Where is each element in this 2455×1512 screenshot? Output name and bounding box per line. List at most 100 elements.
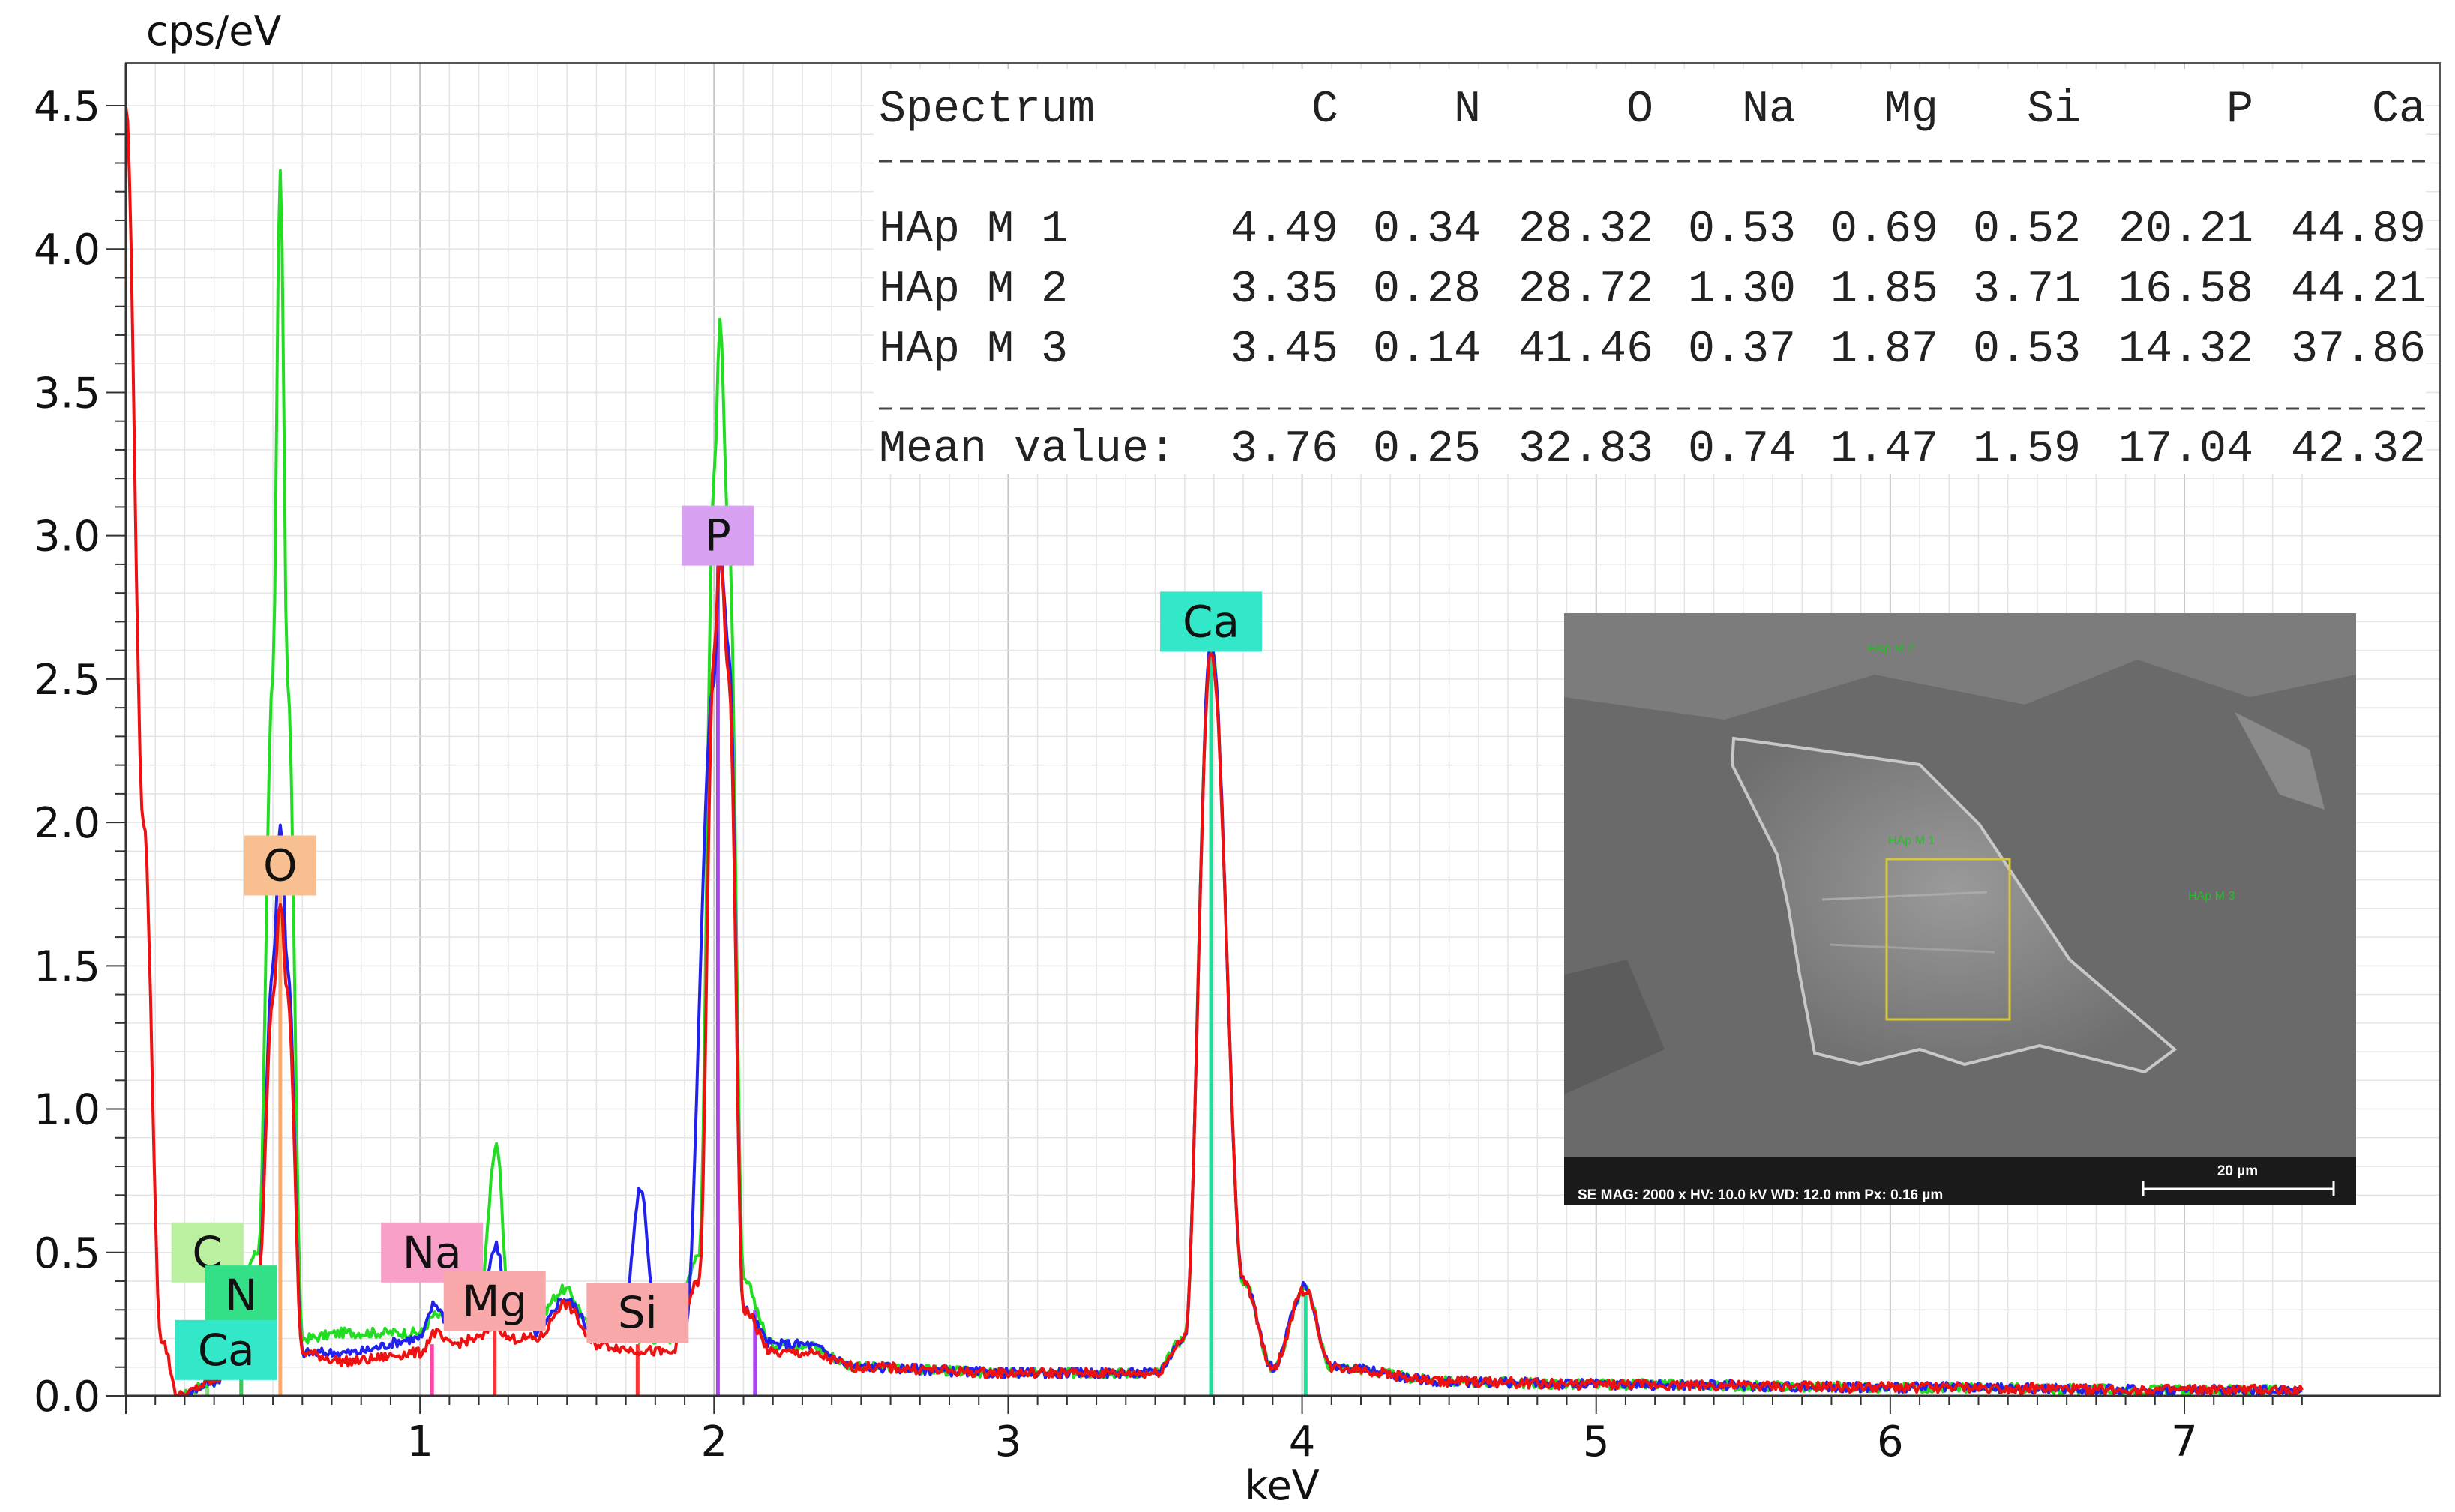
table-header-cell: P bbox=[2226, 85, 2253, 136]
element-label-text: Ca bbox=[1183, 596, 1239, 647]
element-label-box bbox=[175, 1319, 277, 1380]
table-cell: 0.53 bbox=[1688, 205, 1796, 256]
table-background bbox=[874, 69, 2426, 474]
table-header-cell: Ca bbox=[2372, 85, 2426, 136]
element-label-box bbox=[586, 1283, 689, 1343]
sem-crystal bbox=[1730, 736, 2178, 1074]
table-mean-cell: 1.47 bbox=[1830, 424, 1938, 475]
sem-label-hap-m1: HAp M 1 bbox=[1888, 834, 1935, 847]
table-cell: 4.49 bbox=[1230, 205, 1338, 256]
element-label-box bbox=[205, 1265, 277, 1326]
table-mean-cell: Mean value: bbox=[879, 424, 1176, 475]
table-mean-cell: 0.25 bbox=[1373, 424, 1481, 475]
x-tick-label: 5 bbox=[1583, 1418, 1610, 1466]
element-label-text: N bbox=[225, 1270, 257, 1321]
y-tick-label: 3.0 bbox=[34, 513, 100, 561]
table-mean-cell: 42.32 bbox=[2291, 424, 2426, 475]
table-cell: 0.14 bbox=[1373, 325, 1481, 376]
table-cell: 0.28 bbox=[1373, 265, 1481, 316]
table-mean-cell: 17.04 bbox=[2118, 424, 2253, 475]
x-tick-label: 7 bbox=[2171, 1418, 2198, 1466]
table-cell: 16.58 bbox=[2118, 265, 2253, 316]
table-header-cell: O bbox=[1626, 85, 1653, 136]
table-cell: 3.71 bbox=[1973, 265, 2081, 316]
element-label: O bbox=[244, 835, 316, 896]
table-cell: 0.53 bbox=[1973, 325, 2081, 376]
chart-axes: 0.0 0.5 1.0 1.5 2.0 2.5 3.0 3.5 4.0 4.5 1 2 3 4 5 6 7 bbox=[34, 63, 2440, 1466]
y-tick-label: 1.5 bbox=[34, 942, 100, 991]
sem-streak bbox=[1821, 891, 1988, 901]
sem-streak bbox=[1829, 943, 1995, 954]
table-mean-cell: 3.76 bbox=[1230, 424, 1338, 475]
table-cell: 0.69 bbox=[1830, 205, 1938, 256]
table-cell: HAp M 2 bbox=[879, 265, 1068, 316]
x-tick-label: 4 bbox=[1289, 1418, 1316, 1466]
element-label: Ca bbox=[1160, 591, 1263, 652]
element-label-text: Si bbox=[618, 1287, 658, 1338]
y-tick-label: 2.5 bbox=[34, 656, 100, 705]
element-label: Si bbox=[586, 1283, 689, 1343]
table-cell: 20.21 bbox=[2118, 205, 2253, 256]
table-cell: 41.46 bbox=[1518, 325, 1653, 376]
sem-label-hap-m3: HAp M 3 bbox=[2188, 890, 2235, 903]
y-tick-label: 1.0 bbox=[34, 1086, 100, 1135]
table-cell: HAp M 3 bbox=[879, 325, 1068, 376]
x-tick-label: 3 bbox=[995, 1418, 1022, 1466]
table-header-cell: Na bbox=[1742, 85, 1796, 136]
table-header-cell: N bbox=[1454, 85, 1481, 136]
table-cell: 44.21 bbox=[2291, 265, 2426, 316]
element-label: Mg bbox=[443, 1271, 546, 1331]
y-tick-label: 2.0 bbox=[34, 799, 100, 848]
y-tick-label: 0.0 bbox=[34, 1373, 100, 1421]
y-tick-label: 3.5 bbox=[34, 369, 100, 418]
table-cell: 3.35 bbox=[1230, 265, 1338, 316]
x-axis-title: keV bbox=[1245, 1462, 1320, 1509]
table-header-cell: Mg bbox=[1884, 85, 1938, 136]
table-cell: 28.72 bbox=[1518, 265, 1653, 316]
table-header-cell: Spectrum bbox=[879, 85, 1095, 136]
element-label-text: O bbox=[263, 840, 298, 891]
sem-texture-top bbox=[1564, 613, 2356, 720]
y-tick-label: 0.5 bbox=[34, 1229, 100, 1278]
element-label: N bbox=[205, 1265, 277, 1326]
sem-info-text: SE MAG: 2000 x HV: 10.0 kV WD: 12.0 mm P… bbox=[1578, 1187, 1943, 1203]
table-cell: 14.32 bbox=[2118, 325, 2253, 376]
sem-texture-left bbox=[1564, 960, 1665, 1094]
sem-roi-box bbox=[1885, 858, 2011, 1021]
y-tick-label: 4.0 bbox=[34, 226, 100, 274]
x-tick-label: 6 bbox=[1877, 1418, 1904, 1466]
element-label-box bbox=[443, 1271, 546, 1331]
table-mean-cell: 0.74 bbox=[1688, 424, 1796, 475]
table-cell: 0.37 bbox=[1688, 325, 1796, 376]
y-tick-label: 4.5 bbox=[34, 82, 100, 131]
element-label-box bbox=[1160, 591, 1263, 652]
sem-info-bar bbox=[1564, 1157, 2356, 1205]
element-label-text: Ca bbox=[198, 1325, 255, 1376]
sem-scale-label: 20 µm bbox=[2217, 1163, 2258, 1179]
table-cell: 37.86 bbox=[2291, 325, 2426, 376]
table-cell: 3.45 bbox=[1230, 325, 1338, 376]
x-tick-label: 1 bbox=[406, 1418, 433, 1466]
element-label: P bbox=[682, 505, 754, 566]
element-label-text: Na bbox=[403, 1227, 462, 1278]
table-cell: HAp M 1 bbox=[879, 205, 1068, 256]
element-label-text: Mg bbox=[462, 1276, 527, 1327]
element-label: Ca bbox=[175, 1319, 277, 1380]
element-label-text: P bbox=[705, 510, 731, 561]
y-axis-title: cps/eV bbox=[146, 7, 282, 55]
results-table: Spectrum C N O Na Mg Si P Ca HAp M 1 4.49 0.34 28.32… bbox=[874, 69, 2426, 475]
table-header-cell: C bbox=[1311, 85, 1338, 136]
element-label-box bbox=[244, 835, 316, 896]
x-tick-label: 2 bbox=[700, 1418, 727, 1466]
sem-label-hap-m2: HAp M 2 bbox=[1867, 642, 1914, 655]
table-cell: 0.52 bbox=[1973, 205, 2081, 256]
table-cell: 1.85 bbox=[1830, 265, 1938, 316]
table-mean-cell: 1.59 bbox=[1973, 424, 2081, 475]
table-cell: 28.32 bbox=[1518, 205, 1653, 256]
element-label-box bbox=[682, 505, 754, 566]
table-header-cell: Si bbox=[2027, 85, 2081, 136]
table-cell: 0.34 bbox=[1373, 205, 1481, 256]
table-mean-cell: 32.83 bbox=[1518, 424, 1653, 475]
